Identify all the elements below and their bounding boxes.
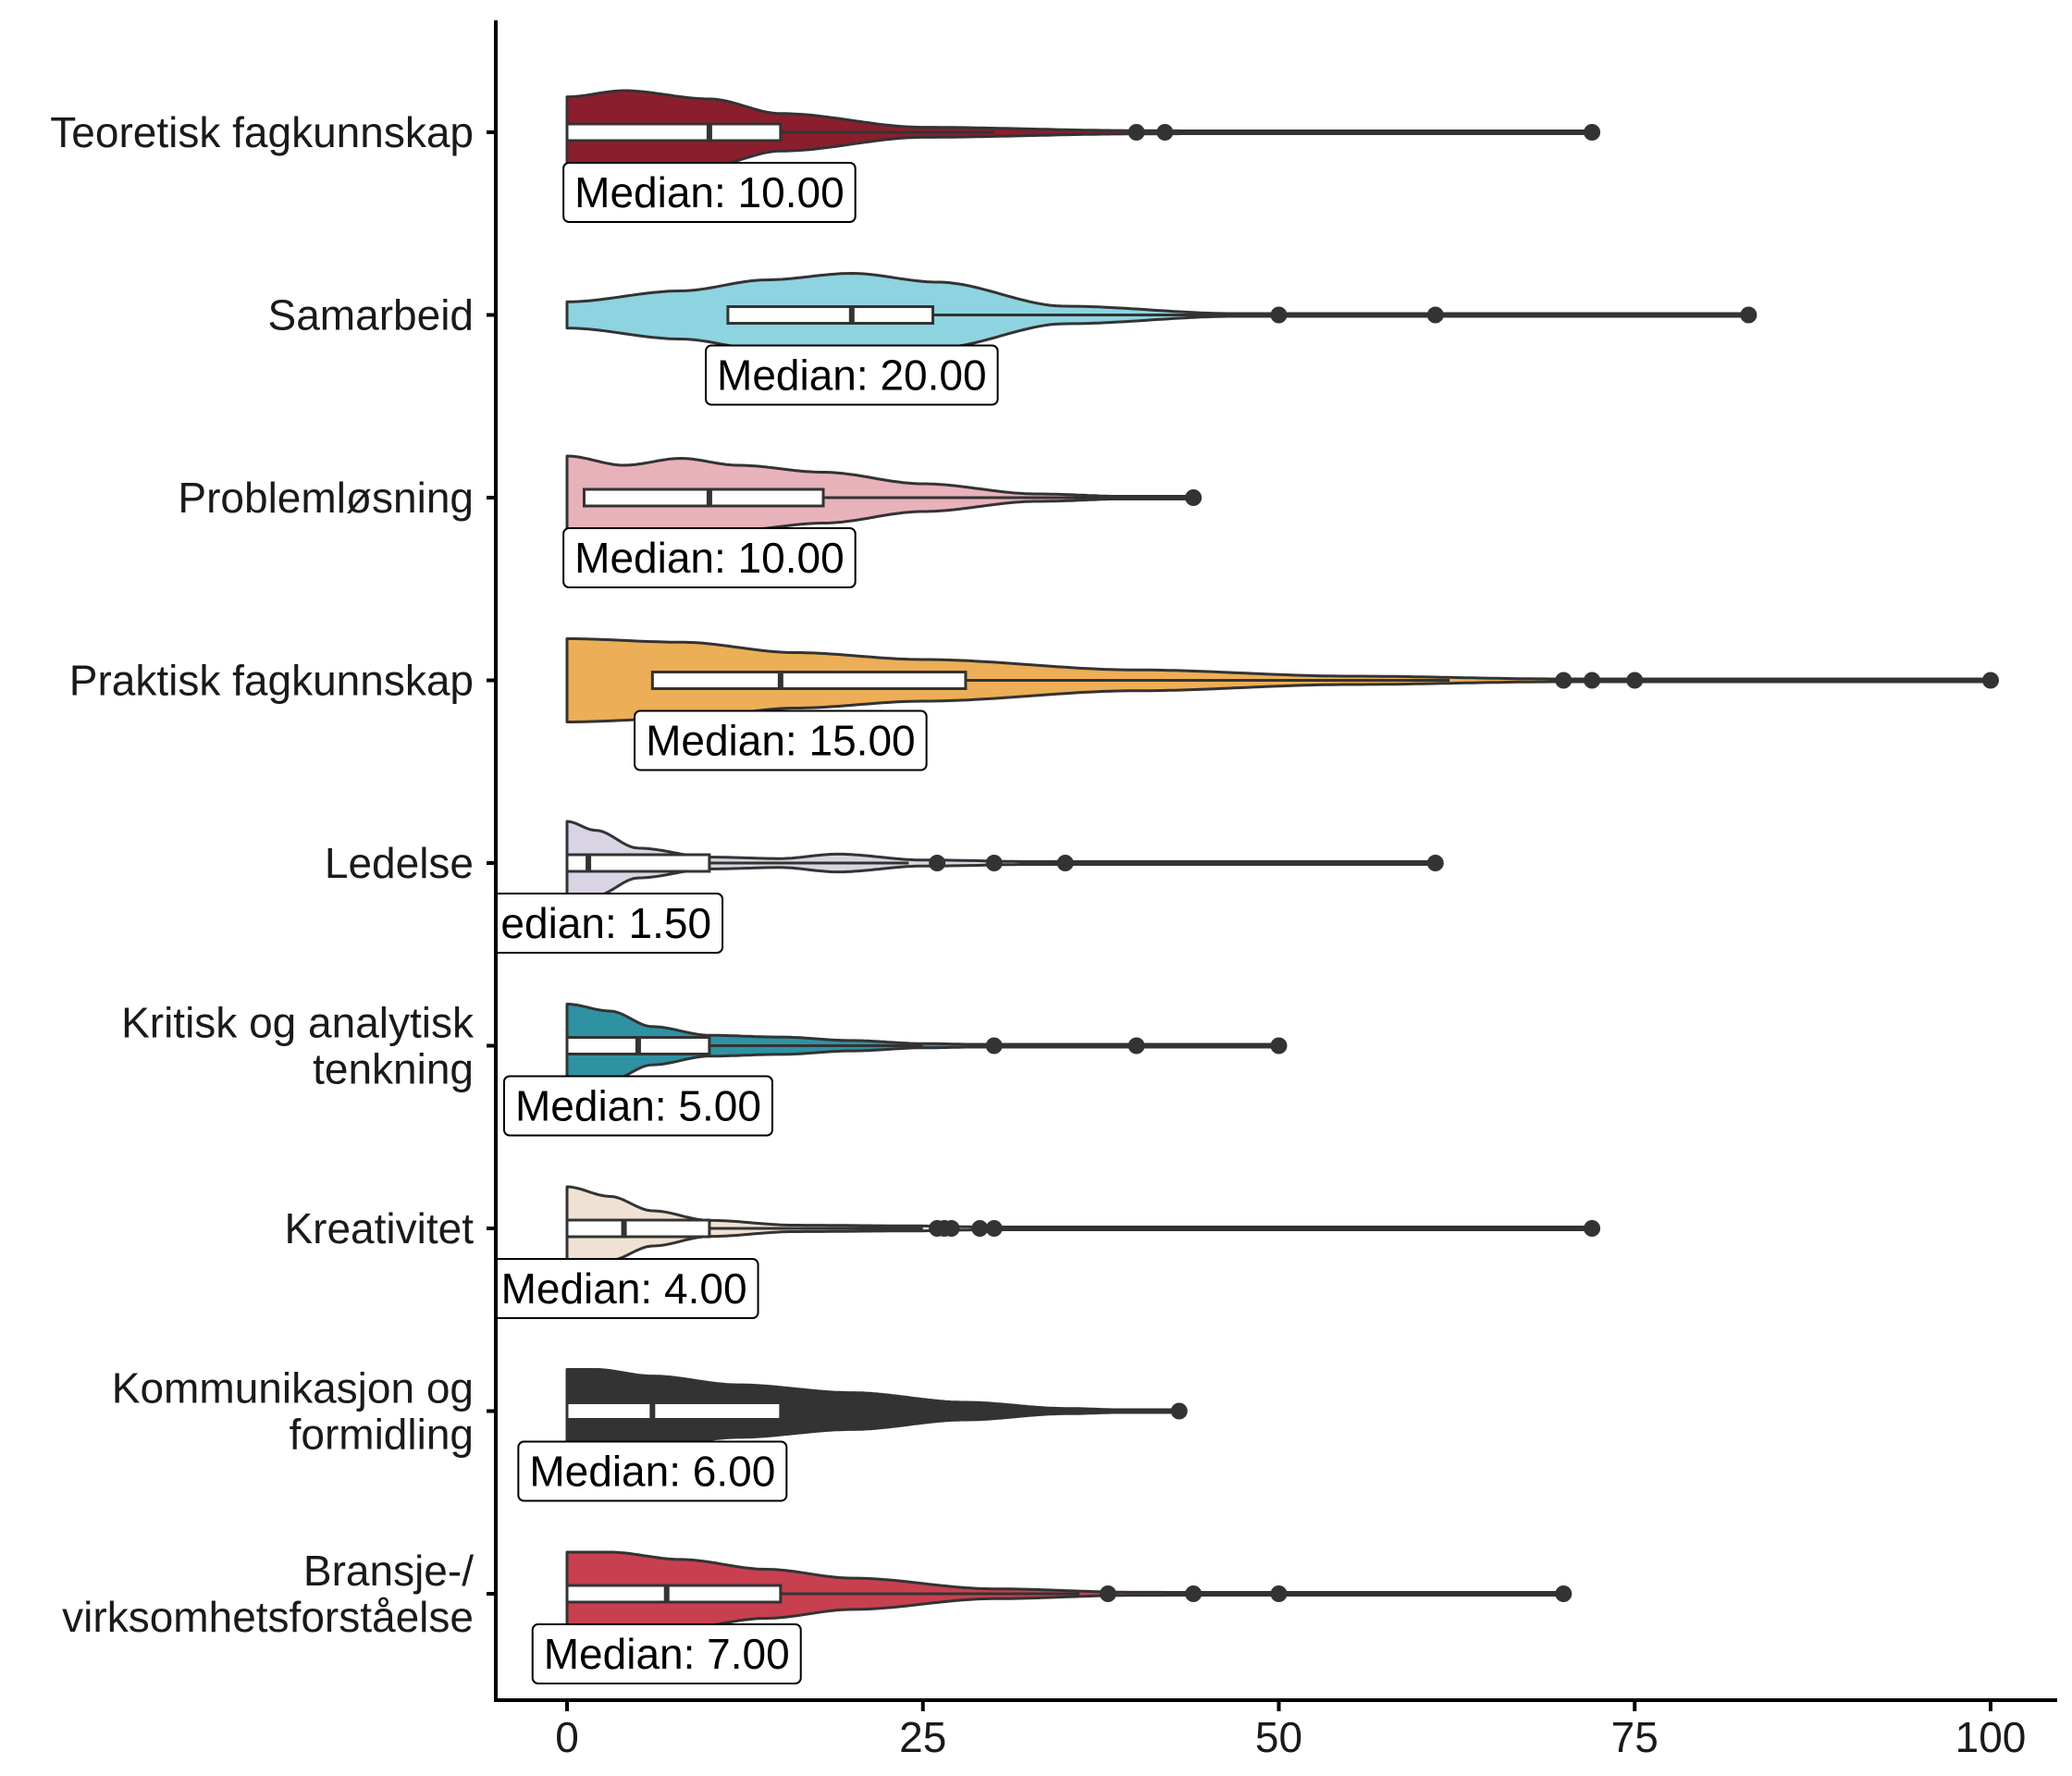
outlier-point (985, 1220, 1003, 1237)
median-label: Median: 7.00 (531, 1623, 802, 1684)
outlier-point (1740, 306, 1758, 324)
iqr-box (565, 122, 783, 142)
category-label: virksomhetsforståelse (62, 1593, 474, 1641)
violins: Median: 10.00 Median: 20.00 Median: 10.00 M… (465, 89, 1999, 1684)
outlier-point (1584, 1220, 1601, 1237)
outlier-point (985, 1037, 1003, 1054)
violin-group (565, 1185, 1601, 1272)
violin-group (565, 820, 1444, 906)
outlier-point (971, 1220, 989, 1237)
x-tick-label: 0 (555, 1713, 579, 1761)
outlier-point (1128, 1037, 1145, 1054)
x-tick-label: 75 (1611, 1713, 1659, 1761)
iqr-box (565, 1218, 711, 1239)
outlier-point (1099, 1585, 1116, 1602)
median-label-text: Median: 1.50 (465, 899, 711, 947)
category-label: formidling (290, 1411, 474, 1459)
median-label: Median: 10.00 (562, 162, 857, 223)
iqr-box (650, 671, 968, 690)
axes: Teoretisk fagkunnskap Samarbeid Problemløs… (50, 108, 2026, 1761)
outlier-point (1156, 124, 1174, 141)
median-label-text: Median: 5.00 (515, 1082, 761, 1130)
median-label: Median: 6.00 (517, 1440, 788, 1502)
median-label-box (562, 162, 857, 223)
median-label-box (496, 1258, 759, 1319)
category-label: Ledelse (325, 839, 474, 887)
outlier-point (1185, 1585, 1202, 1602)
outlier-point (1056, 855, 1074, 871)
median-label-text: Median: 20.00 (717, 352, 987, 400)
median-label-text: Median: 10.00 (574, 168, 845, 216)
outlier-point (1555, 672, 1572, 689)
category-label: Kommunikasjon og (112, 1364, 474, 1412)
median-label: Median: 4.00 (496, 1258, 759, 1319)
outlier-point (943, 1220, 960, 1237)
median-label: Median: 1.50 (465, 893, 724, 954)
iqr-box (565, 1584, 783, 1604)
outlier-point (929, 855, 946, 871)
outlier-point (1128, 124, 1145, 141)
median-label-box (705, 344, 999, 406)
category-label: Praktisk fagkunnskap (69, 657, 474, 705)
outlier-point (1426, 306, 1444, 324)
category-label: Teoretisk fagkunnskap (50, 108, 474, 156)
iqr-box (726, 305, 935, 325)
outlier-point (1982, 672, 1999, 689)
median-label-text: Median: 7.00 (544, 1630, 790, 1678)
outlier-point (1270, 1037, 1288, 1054)
violin-group (565, 272, 1758, 358)
x-tick-label: 100 (1955, 1713, 2027, 1761)
violin-group (565, 637, 1999, 723)
outlier-point (1426, 855, 1444, 871)
category-label: Kreativitet (284, 1204, 474, 1252)
plot-area: Median: 10.00 Median: 20.00 Median: 10.00 M… (465, 89, 1999, 1684)
outlier-point (1270, 1585, 1288, 1602)
median-label-box (634, 709, 928, 771)
outlier-point (1185, 489, 1202, 506)
outlier-point (1270, 306, 1288, 324)
violin-group (565, 1003, 1288, 1089)
violin-group (565, 89, 1601, 176)
outlier-point (1555, 1585, 1572, 1602)
violin-group (565, 1550, 1572, 1637)
x-tick-label: 50 (1255, 1713, 1302, 1761)
median-label-box (496, 893, 724, 954)
outlier-point (1626, 672, 1644, 689)
iqr-box (565, 1401, 783, 1421)
median-label-text: Median: 10.00 (574, 534, 845, 582)
category-label: Problemløsning (178, 474, 474, 522)
median-label-text: Median: 15.00 (646, 717, 916, 765)
median-label-box (517, 1440, 788, 1502)
median-label: Median: 5.00 (502, 1075, 773, 1137)
category-label: tenkning (313, 1045, 474, 1093)
median-label-box (531, 1623, 802, 1684)
violin-group (565, 1368, 1188, 1454)
median-label-box (562, 527, 857, 588)
violin-group (565, 454, 1202, 541)
category-label: Kritisk og analytisk (121, 999, 475, 1047)
category-label: Samarbeid (268, 291, 474, 339)
category-label: Bransje-/ (303, 1547, 474, 1595)
median-label-box (502, 1075, 773, 1137)
iqr-box (582, 487, 825, 508)
median-label-text: Median: 6.00 (529, 1448, 775, 1496)
median-label: Median: 15.00 (634, 709, 928, 771)
median-label: Median: 20.00 (705, 344, 999, 406)
median-label-text: Median: 4.00 (501, 1264, 747, 1313)
iqr-box (565, 853, 711, 873)
outlier-point (1584, 672, 1601, 689)
outlier-point (985, 855, 1003, 871)
median-label: Median: 10.00 (562, 527, 857, 588)
x-tick-label: 25 (899, 1713, 946, 1761)
outlier-point (1170, 1402, 1188, 1420)
outlier-point (1584, 124, 1601, 141)
